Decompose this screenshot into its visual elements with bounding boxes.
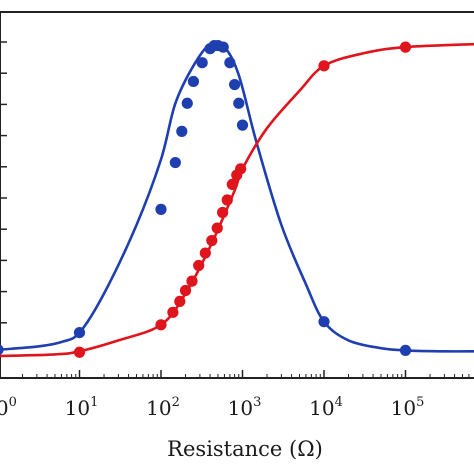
series-1-point bbox=[399, 41, 412, 53]
series-1-point bbox=[226, 178, 238, 190]
x-axis-title: Resistance (Ω) bbox=[167, 437, 323, 461]
series-1-point bbox=[193, 259, 205, 272]
series-1-point bbox=[199, 247, 211, 259]
series-0-point bbox=[224, 57, 236, 69]
series-0-point bbox=[0, 344, 4, 355]
series-1-point bbox=[179, 284, 192, 297]
series-0-point bbox=[217, 41, 229, 53]
tick-labels: 100 101 102 103 104 105 bbox=[0, 395, 424, 420]
x-tick-label: 103 bbox=[228, 395, 262, 420]
series-0-point bbox=[236, 119, 249, 131]
series-0-point bbox=[399, 344, 412, 356]
series-1-point bbox=[235, 163, 247, 175]
series-0-point bbox=[229, 78, 241, 91]
series-1-point bbox=[167, 306, 179, 318]
series-1-point bbox=[174, 295, 186, 307]
x-tick-label: 101 bbox=[65, 395, 99, 420]
series-1-point bbox=[318, 60, 330, 72]
series-0-point bbox=[155, 203, 167, 215]
x-tick-label: 104 bbox=[309, 395, 343, 420]
series-0-point bbox=[169, 156, 181, 169]
series-1-point bbox=[206, 234, 218, 247]
series-0-point bbox=[318, 316, 330, 328]
series-1-point bbox=[155, 319, 167, 331]
series-0-point bbox=[181, 97, 193, 109]
series-0-point bbox=[73, 327, 86, 339]
series-1-point bbox=[221, 194, 233, 206]
series-markers bbox=[0, 39, 412, 358]
series-1-point bbox=[73, 346, 86, 358]
series-0-point bbox=[196, 57, 208, 69]
series-1-point bbox=[186, 275, 198, 287]
series-0-point bbox=[187, 75, 200, 88]
series-1-point bbox=[217, 206, 229, 219]
series-0-point bbox=[233, 97, 245, 109]
x-tick-label: 100 bbox=[0, 395, 17, 420]
x-tick-label: 105 bbox=[391, 395, 425, 420]
x-tick-label: 102 bbox=[146, 395, 180, 420]
series-0-point bbox=[176, 125, 188, 137]
plot-frame bbox=[0, 11, 474, 379]
series-1-line bbox=[0, 42, 474, 358]
series-1-point bbox=[211, 222, 223, 234]
